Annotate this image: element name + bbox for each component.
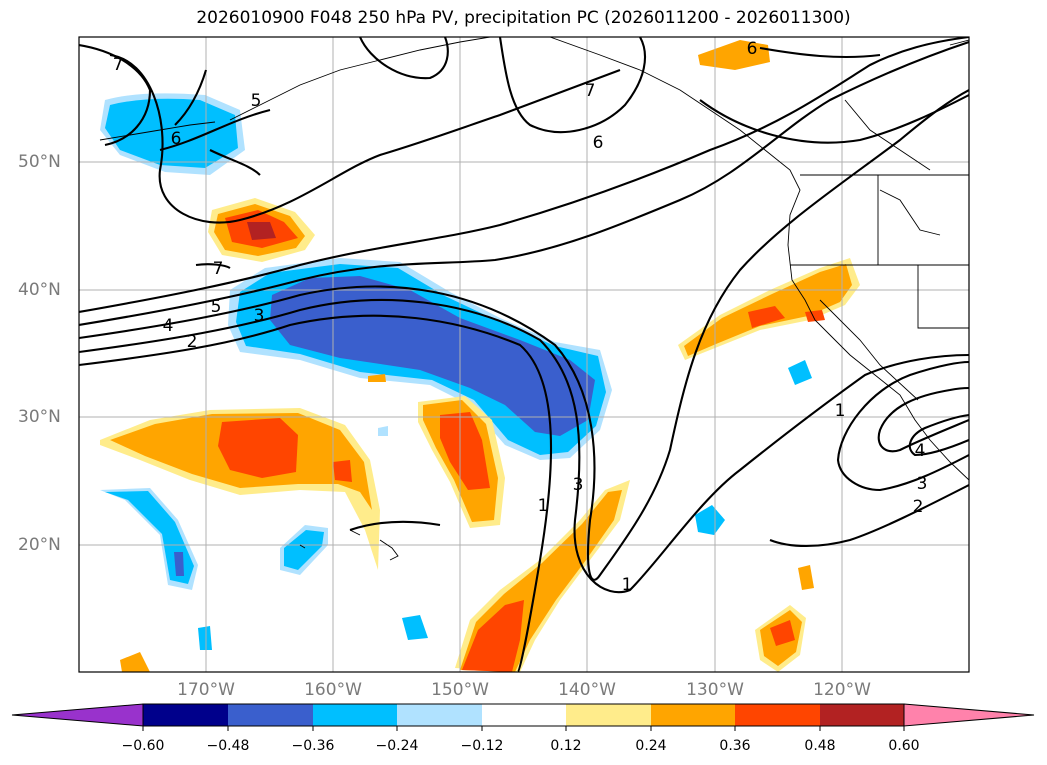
contour-labels: 7 5 6 7 6 6 7 5 4 3 2 1 3 1 1 4 3 2 — [113, 39, 928, 595]
colorbar-swatch — [313, 704, 397, 726]
contour-label: 7 — [113, 55, 124, 75]
lon-tick-label: 140°W — [558, 680, 616, 700]
map-frame — [78, 36, 970, 673]
colorbar-swatch — [482, 704, 566, 726]
lat-tick-label: 30°N — [18, 407, 61, 427]
contour-label: 1 — [622, 575, 633, 595]
colorbar-label: −0.12 — [460, 738, 504, 754]
contour-label: 1 — [835, 401, 846, 421]
lat-tick-label: 40°N — [18, 280, 61, 300]
lat-tick-label: 50°N — [18, 152, 61, 172]
contour-label: 3 — [917, 474, 928, 494]
colorbar-swatch — [820, 704, 904, 726]
contour-label: 3 — [573, 475, 584, 495]
contour-label: 6 — [171, 129, 182, 149]
contour-label: 7 — [585, 81, 596, 101]
colorbar-label: 0.24 — [635, 738, 667, 754]
contour-label: 3 — [254, 306, 265, 326]
colorbar-extend-low — [11, 703, 144, 727]
contour-label: 1 — [538, 496, 549, 516]
contour-label: 7 — [213, 259, 224, 279]
colorbar-label: −0.24 — [375, 738, 419, 754]
pv-contours — [79, 37, 969, 672]
coastlines — [99, 37, 969, 561]
colorbar-swatch — [566, 704, 651, 726]
colorbar-swatch — [143, 704, 228, 726]
colorbar-extend-high — [903, 703, 1035, 727]
colorbar-swatch — [228, 704, 313, 726]
colorbar-label: −0.36 — [291, 738, 335, 754]
colorbar — [11, 703, 1035, 731]
colorbar-label: 0.60 — [888, 738, 920, 754]
lat-tick-label: 20°N — [18, 535, 61, 555]
contour-label: 2 — [187, 332, 198, 352]
contour-label: 5 — [211, 297, 222, 317]
colorbar-swatch — [397, 704, 482, 726]
contour-label: 5 — [251, 91, 262, 111]
contour-label: 4 — [163, 316, 174, 336]
lon-tick-label: 120°W — [813, 680, 871, 700]
colorbar-swatch — [735, 704, 820, 726]
colorbar-label: −0.60 — [121, 738, 165, 754]
colorbar-label: 0.48 — [804, 738, 836, 754]
lon-tick-label: 170°W — [177, 680, 235, 700]
lon-tick-label: 130°W — [686, 680, 744, 700]
colorbar-label: 0.36 — [719, 738, 751, 754]
contour-label: 4 — [915, 441, 926, 461]
contour-label: 2 — [913, 497, 924, 517]
colorbar-swatch — [651, 704, 735, 726]
lon-tick-label: 160°W — [304, 680, 362, 700]
map-title: 2026010900 F048 250 hPa PV, precipitatio… — [196, 8, 851, 28]
lon-tick-label: 150°W — [431, 680, 489, 700]
colorbar-label: −0.48 — [206, 738, 250, 754]
colorbar-label: 0.12 — [550, 738, 582, 754]
contour-label: 6 — [747, 39, 758, 59]
contour-label: 6 — [593, 133, 604, 153]
